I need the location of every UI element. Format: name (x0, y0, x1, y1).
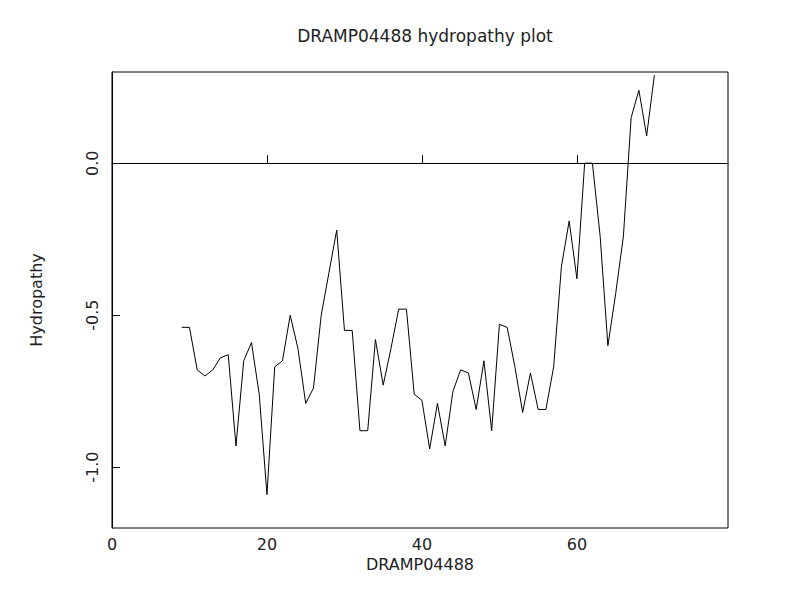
svg-text:DRAMP04488: DRAMP04488 (366, 555, 474, 574)
svg-text:-1.0: -1.0 (83, 452, 102, 483)
svg-text:DRAMP04488 hydropathy plot: DRAMP04488 hydropathy plot (297, 26, 553, 46)
svg-text:-0.5: -0.5 (83, 300, 102, 331)
svg-text:0.0: 0.0 (83, 150, 102, 175)
svg-text:0: 0 (107, 535, 117, 554)
svg-text:20: 20 (257, 535, 277, 554)
svg-text:40: 40 (412, 535, 432, 554)
svg-text:60: 60 (567, 535, 587, 554)
svg-text:Hydropathy: Hydropathy (27, 253, 46, 347)
